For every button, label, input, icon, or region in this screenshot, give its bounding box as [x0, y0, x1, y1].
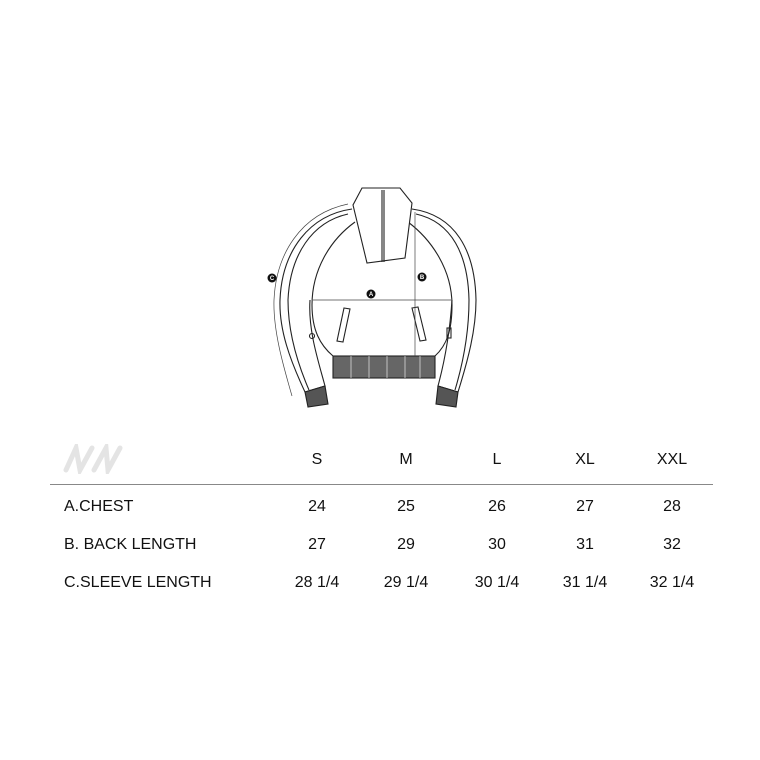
row-label: B. BACK LENGTH — [64, 536, 197, 553]
table-cell: 27 — [576, 498, 594, 515]
sleeve-length-measure-line — [273, 203, 349, 397]
size-header-s: S — [311, 451, 323, 468]
size-header-m: M — [399, 451, 413, 468]
hem-ribbing — [332, 355, 436, 379]
table-cell: 31 1/4 — [562, 574, 608, 591]
table-cell: 26 — [488, 498, 506, 515]
marker-a — [366, 289, 376, 299]
table-cell: 24 — [308, 498, 326, 515]
marker-a-label: A — [369, 292, 374, 298]
table-cell: 27 — [308, 536, 326, 553]
size-header-l: L — [492, 451, 502, 468]
size-header-xl: XL — [575, 451, 595, 468]
jacket-technical-drawing: A B C — [267, 187, 477, 408]
marker-b — [417, 272, 427, 282]
right-cuff — [435, 385, 459, 408]
table-cell: 29 — [397, 536, 415, 553]
left-sleeve — [279, 208, 353, 393]
right-sleeve — [411, 208, 477, 393]
marker-c — [267, 273, 277, 283]
table-cell: 32 1/4 — [649, 574, 695, 591]
header-divider — [50, 484, 713, 485]
marker-b-label: B — [420, 275, 425, 281]
marker-c-label: C — [270, 276, 275, 282]
table-cell: 25 — [397, 498, 415, 515]
right-pocket — [411, 306, 427, 342]
size-header-xxl: XXL — [656, 451, 688, 468]
table-cell: 28 — [663, 498, 681, 515]
left-pocket — [336, 307, 351, 343]
brand-logo — [63, 444, 123, 474]
table-cell: 28 1/4 — [294, 574, 340, 591]
row-label: A.CHEST — [64, 498, 134, 515]
left-cuff — [304, 385, 329, 408]
table-cell: 32 — [663, 536, 681, 553]
table-cell: 30 — [488, 536, 506, 553]
table-cell: 30 1/4 — [474, 574, 520, 591]
row-label: C.SLEEVE LENGTH — [64, 574, 212, 591]
table-cell: 31 — [576, 536, 594, 553]
table-cell: 29 1/4 — [383, 574, 429, 591]
